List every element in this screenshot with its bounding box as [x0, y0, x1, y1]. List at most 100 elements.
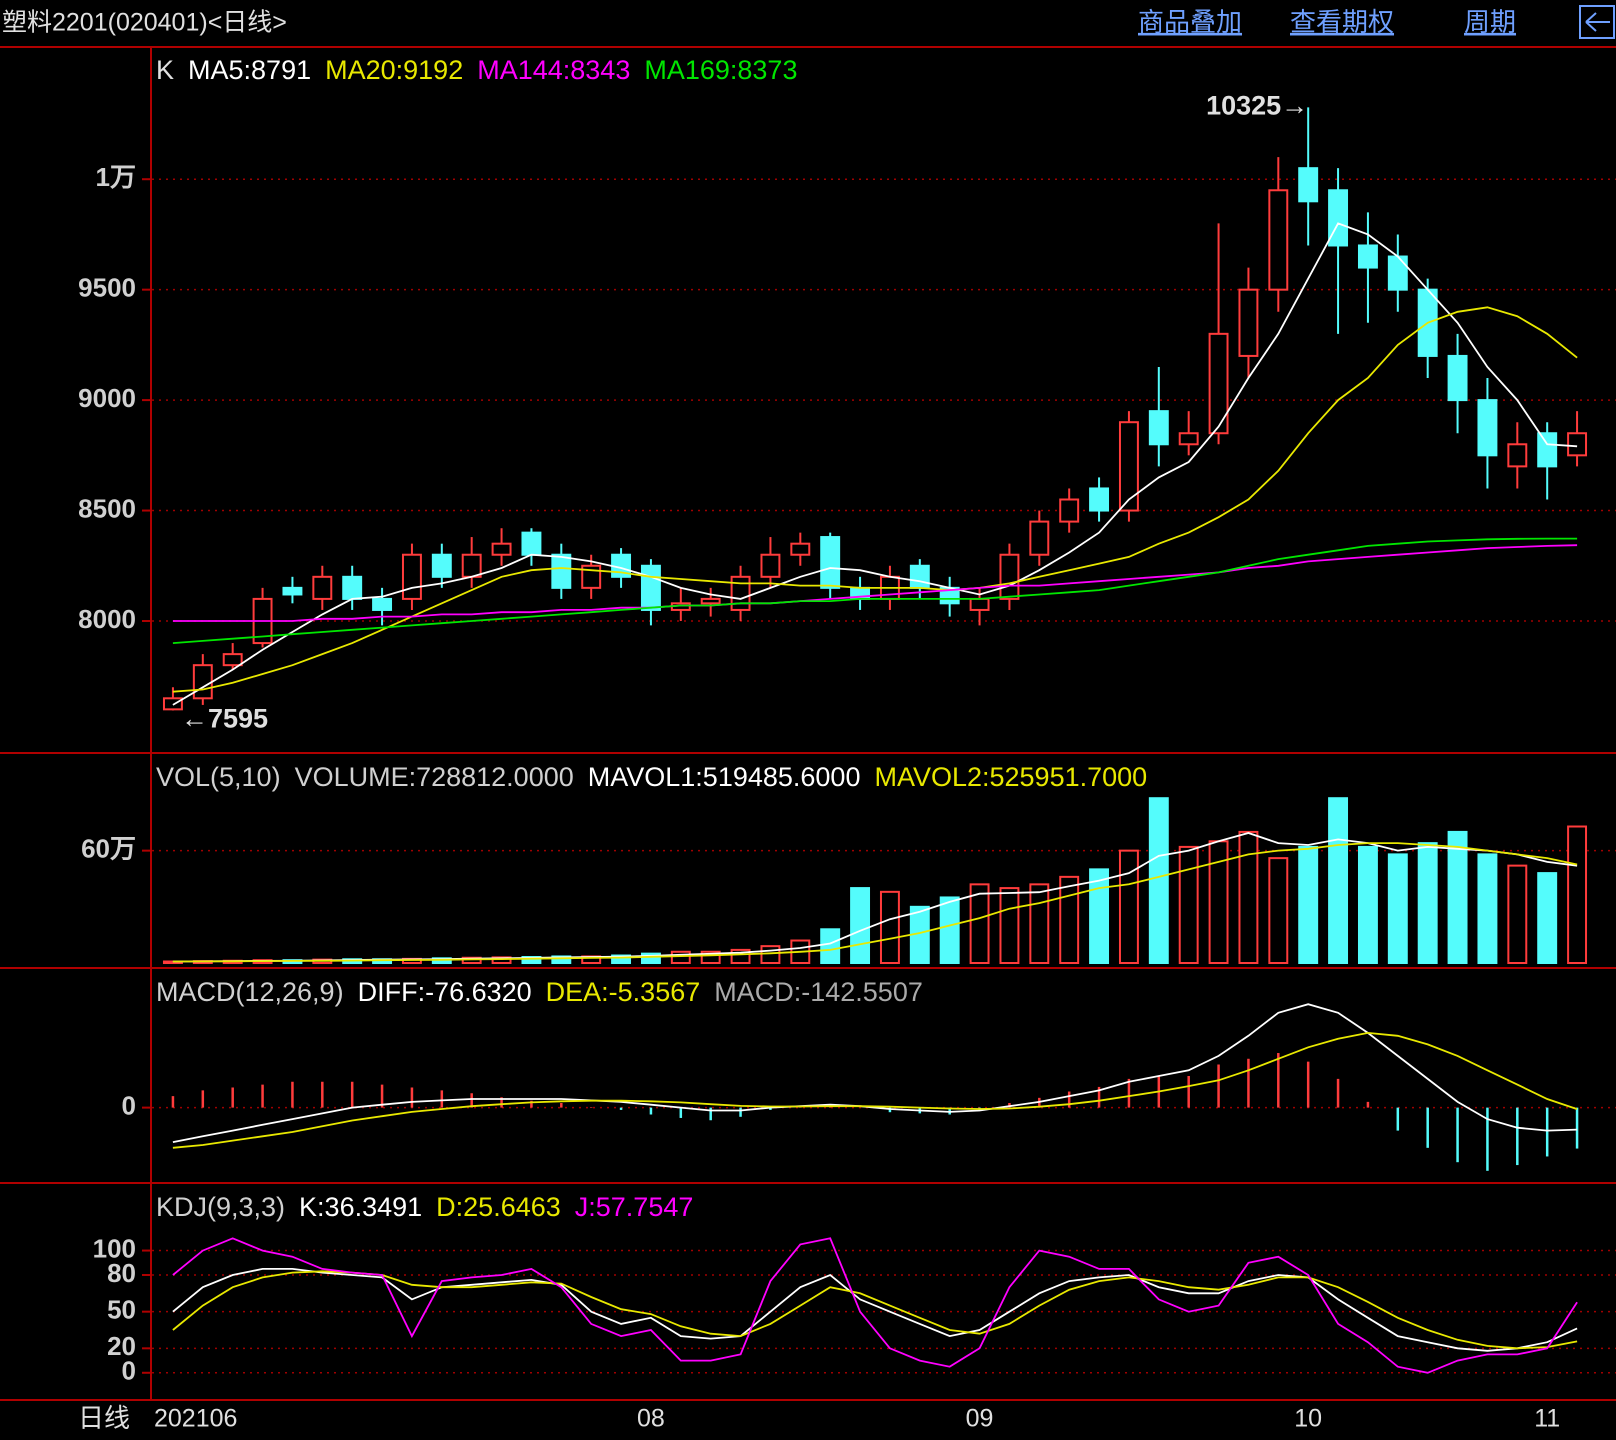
- line-series: [172, 306, 1578, 693]
- y-tick-label: 50: [107, 1295, 136, 1325]
- line-series: [172, 1270, 1578, 1350]
- candle-body: [1059, 498, 1080, 523]
- candle-body: [1029, 520, 1050, 556]
- candle-body: [730, 575, 751, 611]
- volume-bar: [999, 887, 1020, 964]
- legend-entry: VOL(5,10): [156, 762, 281, 792]
- candle-body: [461, 553, 482, 578]
- candle-body: [1148, 410, 1169, 446]
- volume-bar: [1268, 857, 1289, 964]
- candle-body: [820, 536, 841, 589]
- candle-body: [282, 586, 303, 596]
- volume-bar: [670, 950, 691, 964]
- volume-bar: [1178, 845, 1199, 965]
- candle-body: [1567, 432, 1588, 457]
- volume-bar: [1328, 797, 1349, 965]
- candle-body: [1357, 244, 1378, 269]
- candle-body: [1298, 167, 1319, 203]
- legend-entry: DEA:-5.3567: [546, 977, 701, 1007]
- volume-bar: [1387, 853, 1408, 965]
- button[interactable]: 商品叠加: [1138, 7, 1242, 37]
- volume-bar: [611, 954, 632, 965]
- line-series: [172, 537, 1578, 644]
- candle-body: [1178, 432, 1199, 446]
- y-tick-label: 80: [107, 1258, 136, 1288]
- line-series: [172, 1031, 1578, 1149]
- candle-body: [1387, 255, 1408, 291]
- volume-bar: [551, 955, 572, 964]
- candle-body: [342, 575, 363, 600]
- candle-body: [1328, 189, 1349, 247]
- line-series: [172, 1003, 1578, 1143]
- volume-bar: [850, 887, 871, 964]
- line-series: [172, 544, 1578, 622]
- candle-body: [312, 575, 333, 600]
- line-series: [172, 842, 1578, 963]
- volume-bar: [640, 952, 661, 964]
- candle-body: [491, 542, 512, 556]
- back-icon[interactable]: [1579, 5, 1615, 39]
- x-tick-label: 11: [1534, 1405, 1560, 1433]
- volume-bar: [820, 928, 841, 964]
- volume-bar: [760, 945, 781, 964]
- candle-body: [551, 553, 572, 589]
- candle-body: [372, 597, 393, 611]
- candle-body: [1118, 421, 1139, 512]
- candle-body: [1507, 443, 1528, 468]
- legend-entry: MA144:8343: [477, 55, 630, 85]
- candle-body: [1477, 399, 1498, 457]
- candle-body: [760, 553, 781, 578]
- line-series: [172, 222, 1578, 706]
- volume-bar: [1029, 883, 1050, 965]
- candle-body: [700, 597, 721, 605]
- back-arrow: [1585, 12, 1610, 32]
- button[interactable]: 查看期权: [1290, 7, 1394, 37]
- legend-entry: MA5:8791: [188, 55, 311, 85]
- candle-body: [969, 597, 990, 611]
- volume-bar: [1148, 797, 1169, 965]
- y-tick-label: 9000: [78, 383, 136, 413]
- volume-bar: [1357, 845, 1378, 965]
- y-tick-label: 0: [122, 1356, 136, 1386]
- x-tick-label: 08: [637, 1405, 665, 1433]
- volume-bar: [1059, 875, 1080, 965]
- button[interactable]: 周期: [1464, 7, 1516, 37]
- candle-body: [1208, 332, 1229, 435]
- x-tick-label: 202106: [154, 1405, 237, 1433]
- y-tick-label: 1万: [96, 162, 136, 192]
- volume-bar: [1507, 864, 1528, 964]
- candle-body: [1447, 354, 1468, 402]
- x-tick-label: 10: [1294, 1405, 1322, 1433]
- candle-body: [909, 564, 930, 589]
- line-series: [172, 1268, 1578, 1352]
- legend-entry: K:36.3491: [299, 1192, 422, 1222]
- volume-bar: [491, 956, 512, 965]
- legend-entry: DIFF:-76.6320: [358, 977, 532, 1007]
- volume-bar: [1118, 849, 1139, 964]
- y-tick-label: 8500: [78, 493, 136, 523]
- legend-entry: D:25.6463: [436, 1192, 561, 1222]
- legend-entry: MAVOL2:525951.7000: [874, 762, 1147, 792]
- candle-body: [999, 553, 1020, 600]
- volume-bar: [939, 896, 960, 964]
- legend-entry: KDJ(9,3,3): [156, 1192, 285, 1222]
- volume-bar: [1447, 830, 1468, 965]
- candle-body: [1089, 487, 1110, 512]
- candle-body: [521, 531, 542, 556]
- legend-entry: MA20:9192: [325, 55, 463, 85]
- legend-entry: MACD:-142.5507: [714, 977, 923, 1007]
- volume-bar: [879, 890, 900, 964]
- x-tick-label: 09: [966, 1405, 994, 1433]
- candle-body: [640, 564, 661, 611]
- annotation: 10325→: [1206, 91, 1308, 121]
- period-label: 日线: [78, 1403, 130, 1433]
- y-tick-label: 9500: [78, 273, 136, 303]
- volume-bar: [1477, 853, 1498, 965]
- legend-entry: MAVOL1:519485.6000: [588, 762, 861, 792]
- candle-body: [790, 542, 811, 556]
- legend-entry: J:57.7547: [575, 1192, 694, 1222]
- volume-bar: [1537, 872, 1558, 964]
- volume-bar: [1238, 830, 1259, 965]
